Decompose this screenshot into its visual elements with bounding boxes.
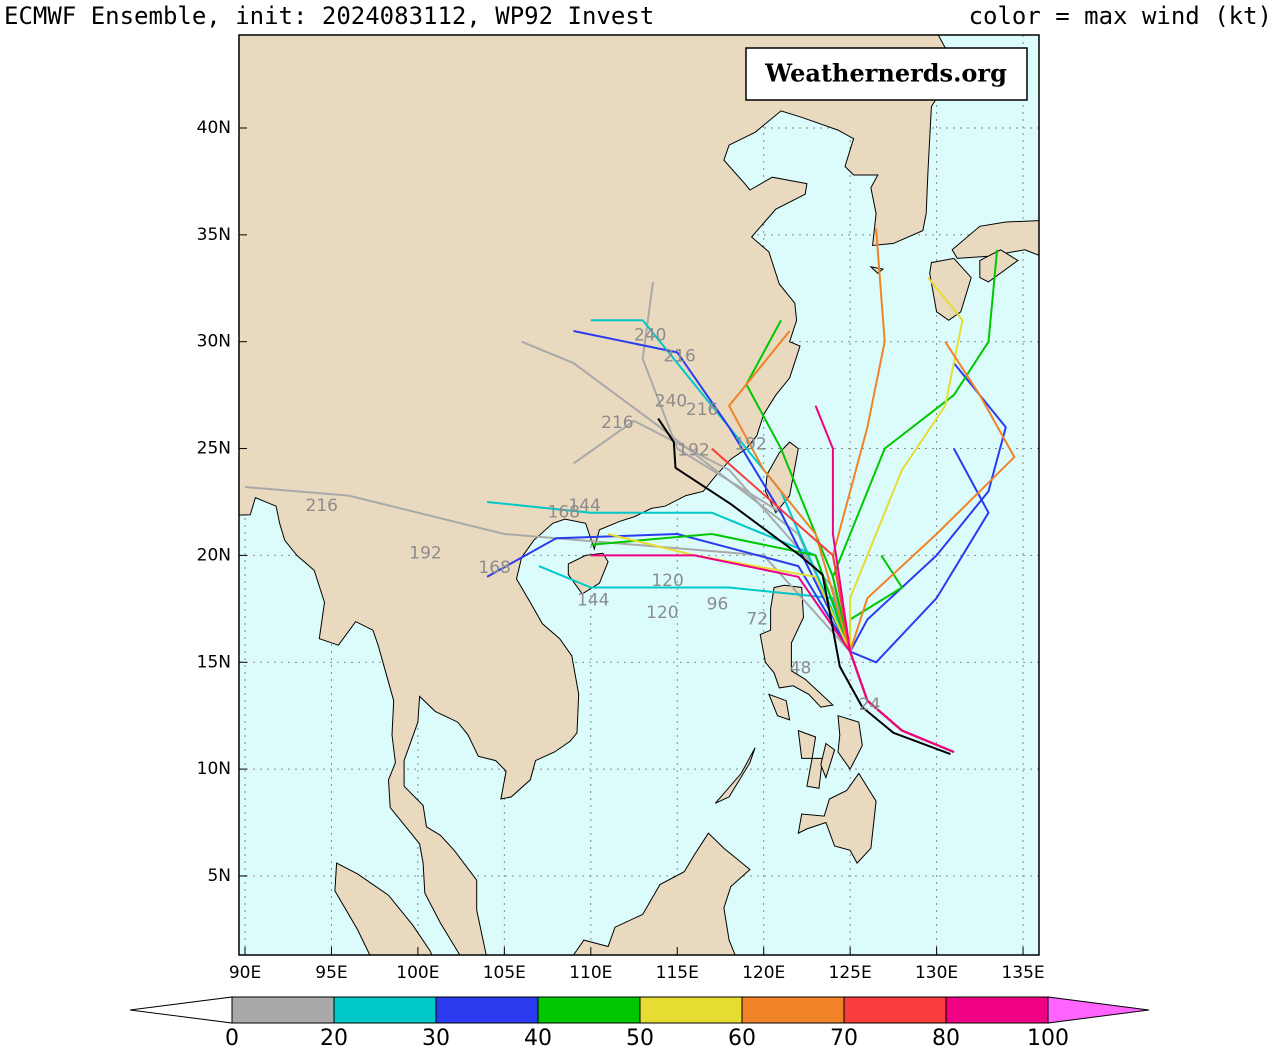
y-tick-label: 10N	[197, 759, 231, 779]
hour-label: 120	[651, 571, 683, 591]
land	[239, 35, 1039, 955]
y-tick-label: 25N	[197, 439, 231, 459]
hour-label: 144	[577, 590, 609, 610]
watermark: Weathernerds.org	[764, 59, 1007, 88]
x-tick-label: 100E	[396, 963, 439, 983]
hour-label: 192	[409, 543, 441, 563]
colorbar-label: 80	[932, 1026, 960, 1051]
colorbar-label: 20	[320, 1026, 348, 1051]
hour-label: 24	[859, 695, 881, 715]
hour-label: 192	[734, 434, 766, 454]
land-shape	[572, 832, 751, 955]
land-shape	[837, 715, 863, 771]
hour-label: 240	[634, 325, 666, 345]
y-tick-label: 40N	[197, 118, 231, 138]
y-tick-label: 35N	[197, 225, 231, 245]
land-shape	[951, 220, 1039, 259]
land-shape	[768, 693, 791, 721]
land-shape	[239, 35, 955, 955]
x-tick-label: 105E	[483, 963, 526, 983]
tracks	[244, 228, 1016, 756]
hour-label: 120	[646, 603, 678, 623]
x-tick-label: 110E	[569, 963, 612, 983]
colorbar-box	[231, 996, 335, 1024]
hour-label: 192	[677, 441, 709, 461]
x-tick-label: 135E	[1001, 963, 1044, 983]
legend-note: color = max wind (kt)	[969, 2, 1272, 30]
colorbar-label: 40	[524, 1026, 552, 1051]
land-shape	[797, 772, 877, 864]
colorbar-label: 100	[1027, 1026, 1069, 1051]
mean-track	[657, 418, 951, 756]
land-shape	[759, 584, 834, 708]
watermark-box	[745, 47, 1028, 101]
land-shape	[567, 552, 609, 595]
colorbar-label: 0	[225, 1026, 239, 1051]
hour-label: 96	[707, 595, 729, 615]
colorbar-box	[945, 996, 1049, 1024]
land-shape	[797, 729, 824, 789]
colorbar-label: 70	[830, 1026, 858, 1051]
colorbar-box	[435, 996, 539, 1024]
colorbar-under	[129, 996, 233, 1024]
y-tick-label: 30N	[197, 332, 231, 352]
colorbar-over	[1047, 996, 1150, 1024]
hour-label: 216	[306, 496, 338, 516]
y-tick-label: 5N	[207, 866, 231, 886]
hour-label: 216	[601, 413, 633, 433]
frame	[238, 34, 1040, 956]
colorbar-box	[741, 996, 845, 1024]
land-shape	[820, 742, 836, 780]
hour-label: 144	[568, 496, 600, 516]
x-tick-label: 120E	[742, 963, 785, 983]
land-shape	[714, 747, 756, 804]
land-shape	[334, 862, 433, 955]
hour-label: 216	[686, 400, 718, 420]
ensemble-track	[814, 405, 955, 753]
hour-label: 216	[663, 347, 695, 367]
x-tick-label: 90E	[229, 963, 261, 983]
land-shape	[979, 249, 1019, 283]
colorbar-box	[639, 996, 743, 1024]
hour-label: 168	[478, 558, 510, 578]
x-tick-label: 95E	[315, 963, 347, 983]
y-tick-label: 15N	[197, 652, 231, 672]
colorbar-box	[537, 996, 641, 1024]
colorbar-label: 60	[728, 1026, 756, 1051]
hour-label: 48	[790, 659, 812, 679]
land-shape	[929, 257, 972, 321]
x-tick-label: 130E	[915, 963, 958, 983]
y-tick-label: 20N	[197, 545, 231, 565]
colorbar: 0 20 30 40 50 60 70 80 100	[129, 996, 1150, 1051]
title: ECMWF Ensemble, init: 2024083112, WP92 I…	[4, 2, 654, 30]
colorbar-label: 50	[626, 1026, 654, 1051]
colorbar-box	[843, 996, 947, 1024]
colorbar-label: 30	[422, 1026, 450, 1051]
hour-label: 240	[655, 392, 687, 412]
hour-label: 168	[548, 503, 580, 523]
x-tick-label: 125E	[829, 963, 872, 983]
colorbar-box	[333, 996, 437, 1024]
hour-label: 72	[746, 610, 768, 630]
hour-labels: 2402162402161921681441209672482421619216…	[306, 325, 881, 715]
axes: 90E 95E 100E 105E 110E 115E 120E 125E 130E 135E 5N…	[197, 118, 1045, 983]
x-tick-label: 115E	[656, 963, 699, 983]
